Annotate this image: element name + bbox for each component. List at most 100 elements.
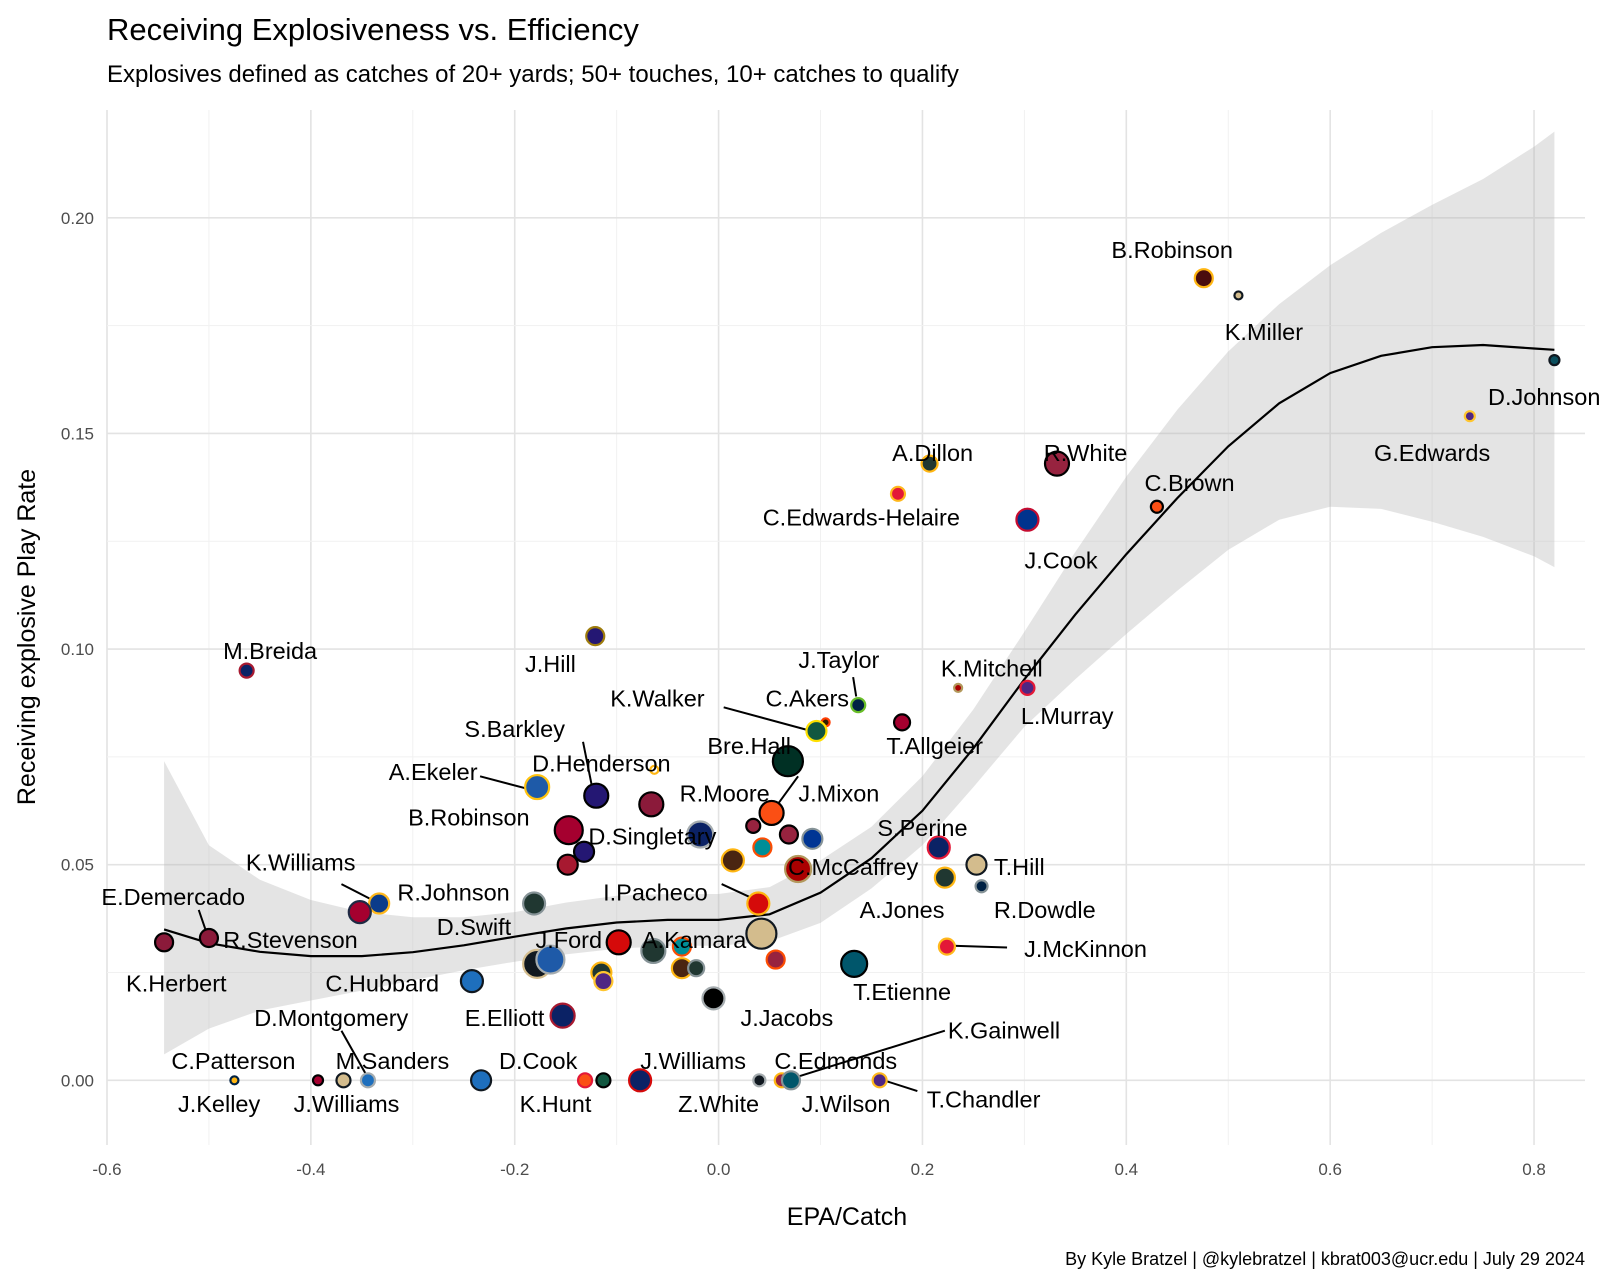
tick-labels: -0.6 -0.4 -0.2 0.0 0.2 0.4 0.6 0.8 0.00 0.05 0.10 0…	[61, 209, 1546, 1179]
point-label: D.Johnson	[1488, 384, 1600, 410]
leader-line	[883, 1079, 918, 1093]
data-point	[593, 971, 614, 992]
data-point	[974, 879, 989, 894]
data-point	[745, 817, 762, 834]
data-point	[549, 1002, 576, 1029]
leader-lines	[197, 676, 1008, 1093]
point-label: J.Hill	[525, 651, 576, 677]
data-point	[965, 853, 988, 876]
data-point	[801, 827, 824, 850]
point-label: I.Pacheco	[603, 880, 708, 906]
data-point	[585, 626, 606, 647]
y-tick-label: 0.15	[61, 424, 94, 443]
data-point	[937, 937, 957, 956]
data-point	[1015, 507, 1040, 532]
x-tick-label: 0.2	[911, 1160, 935, 1179]
point-labels: D.Johnson G.Edwards B.Robinson K.Miller R.Wh…	[101, 237, 1600, 1117]
point-label: J.Mixon	[798, 781, 879, 807]
data-point	[553, 815, 584, 846]
y-tick-label: 0.20	[61, 209, 94, 228]
point-label: L.Murray	[1021, 703, 1114, 729]
caption: By Kyle Bratzel | @kylebratzel | kbrat00…	[1065, 1249, 1585, 1269]
point-label: T.Allgeier	[886, 733, 983, 759]
leader-line	[776, 775, 799, 805]
data-point	[686, 820, 715, 849]
data-point	[805, 719, 828, 743]
point-label: J.Kelley	[178, 1091, 261, 1117]
leader-line	[479, 775, 530, 791]
data-point	[605, 929, 632, 956]
data-point	[720, 848, 745, 873]
point-label: E.Demercado	[101, 884, 245, 910]
chart-subtitle: Explosives defined as catches of 20+ yar…	[107, 61, 959, 88]
data-point	[933, 866, 956, 889]
y-tick-label: 0.00	[61, 1071, 94, 1090]
data-point	[595, 1072, 612, 1089]
data-point	[840, 949, 869, 978]
point-label: K.Walker	[610, 686, 705, 712]
point-label: J.Williams	[294, 1091, 400, 1117]
data-point	[871, 1072, 888, 1089]
data-point	[746, 891, 771, 916]
data-point	[238, 662, 255, 679]
point-label: C.Edmonds	[774, 1048, 897, 1074]
point-label: C.Patterson	[171, 1048, 295, 1074]
point-label: C.Edwards-Helaire	[763, 505, 960, 531]
x-tick-label: -0.6	[92, 1160, 121, 1179]
point-label: K.Williams	[246, 850, 356, 876]
point-label: M.Breida	[223, 638, 318, 664]
data-point	[687, 959, 706, 978]
x-tick-label: 0.0	[707, 1160, 731, 1179]
point-label: G.Edwards	[1374, 440, 1490, 466]
point-label: R.Dowdle	[994, 897, 1096, 923]
data-point	[765, 949, 786, 970]
data-point	[583, 782, 610, 809]
point-label: K.Gainwell	[948, 1018, 1060, 1044]
data-point	[778, 824, 800, 845]
point-label: A.Jones	[860, 897, 945, 923]
point-label: A.Kamara	[642, 927, 747, 953]
data-point	[649, 764, 660, 775]
point-label: S.Barkley	[464, 716, 565, 742]
point-label: R.Stevenson	[223, 927, 358, 953]
data-point	[850, 697, 867, 714]
x-tick-label: -0.4	[296, 1160, 325, 1179]
data-point	[920, 454, 939, 473]
data-point	[1149, 499, 1164, 514]
point-label: J.Wilson	[802, 1091, 891, 1117]
x-tick-label: -0.2	[500, 1160, 529, 1179]
point-label: K.Miller	[1225, 319, 1304, 345]
data-point	[640, 937, 667, 965]
data-point	[521, 891, 547, 916]
point-label: Bre.Hall	[707, 733, 791, 759]
data-point	[638, 791, 665, 818]
data-point	[671, 936, 692, 957]
point-label: B.Robinson	[408, 804, 530, 830]
leader-line	[792, 1029, 946, 1080]
data-point	[780, 1070, 802, 1091]
y-tick-label: 0.05	[61, 856, 94, 875]
point-label: J.Taylor	[798, 647, 879, 673]
data-point	[359, 1072, 377, 1089]
data-point	[953, 682, 964, 693]
data-point	[368, 892, 391, 915]
leader-line	[340, 1030, 368, 1077]
data-point	[1233, 290, 1244, 301]
data-point	[1463, 410, 1476, 423]
data-point	[572, 840, 596, 863]
smooth-line-layer	[163, 343, 1555, 958]
data-point	[347, 900, 372, 925]
point-label: R.White	[1044, 440, 1128, 466]
data-point	[229, 1075, 240, 1086]
data-point	[783, 854, 813, 884]
point-label: T.Hill	[994, 854, 1045, 880]
point-label: M.Sanders	[336, 1048, 450, 1074]
point-label: S.Perine	[877, 815, 967, 841]
confidence-band-layer	[164, 131, 1555, 1055]
data-point	[335, 1072, 352, 1089]
x-tick-label: 0.4	[1114, 1160, 1138, 1179]
point-label: K.Hunt	[520, 1091, 592, 1117]
point-label: A.Dillon	[892, 440, 973, 466]
point-label: D.Swift	[437, 914, 512, 940]
